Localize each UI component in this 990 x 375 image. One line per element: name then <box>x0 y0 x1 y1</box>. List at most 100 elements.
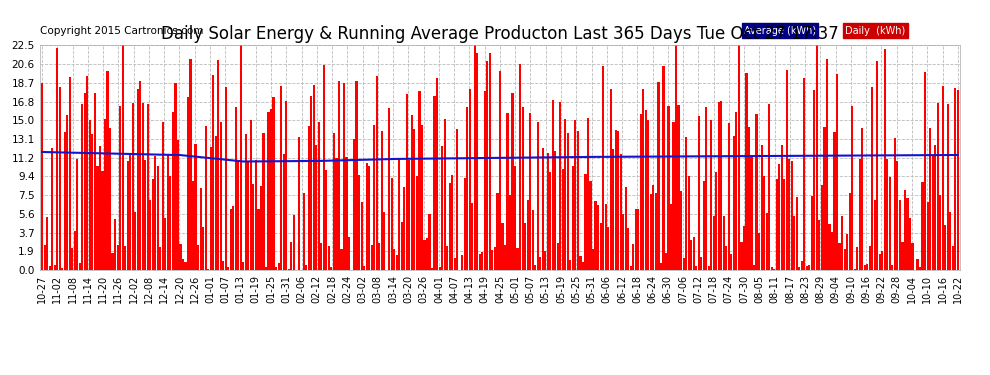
Bar <box>808 265 811 270</box>
Bar <box>577 131 579 270</box>
Bar <box>275 267 277 270</box>
Bar <box>347 237 350 270</box>
Bar <box>919 267 921 270</box>
Bar <box>657 82 659 270</box>
Text: Average (kWh): Average (kWh) <box>743 26 816 36</box>
Bar <box>901 242 904 270</box>
Bar <box>235 107 237 270</box>
Bar <box>212 75 214 270</box>
Bar <box>94 93 96 270</box>
Bar <box>537 122 539 270</box>
Bar <box>491 250 493 270</box>
Bar <box>654 193 657 270</box>
Bar <box>644 110 646 270</box>
Bar <box>403 187 406 270</box>
Bar <box>210 147 212 270</box>
Bar <box>889 177 891 270</box>
Bar <box>801 261 803 270</box>
Bar <box>104 118 106 270</box>
Bar <box>151 179 153 270</box>
Bar <box>946 104 948 270</box>
Bar <box>179 244 181 270</box>
Bar <box>321 243 323 270</box>
Bar <box>941 86 943 270</box>
Bar <box>227 267 230 270</box>
Bar <box>91 134 93 270</box>
Bar <box>378 243 380 270</box>
Bar <box>109 128 111 270</box>
Bar <box>463 178 466 270</box>
Bar <box>612 149 614 270</box>
Bar <box>79 263 81 270</box>
Bar <box>922 182 924 270</box>
Bar <box>554 151 556 270</box>
Bar <box>499 71 501 270</box>
Bar <box>826 59 828 270</box>
Bar <box>47 217 49 270</box>
Bar <box>257 209 259 270</box>
Bar <box>456 129 458 270</box>
Bar <box>272 97 274 270</box>
Bar <box>831 232 833 270</box>
Bar <box>615 130 617 270</box>
Bar <box>728 123 730 270</box>
Bar <box>414 129 416 270</box>
Bar <box>635 209 637 270</box>
Bar <box>225 87 227 270</box>
Bar <box>71 249 73 270</box>
Bar <box>836 75 839 270</box>
Bar <box>466 107 468 270</box>
Bar <box>509 195 511 270</box>
Bar <box>370 244 372 270</box>
Bar <box>763 176 765 270</box>
Bar <box>750 154 752 270</box>
Bar <box>843 249 845 270</box>
Bar <box>917 259 919 270</box>
Bar <box>41 82 44 270</box>
Bar <box>134 212 137 270</box>
Bar <box>167 154 169 270</box>
Bar <box>788 159 790 270</box>
Bar <box>841 216 843 270</box>
Bar <box>741 243 742 270</box>
Bar <box>677 105 679 270</box>
Bar <box>373 125 375 270</box>
Bar <box>819 220 821 270</box>
Bar <box>814 90 816 270</box>
Bar <box>647 120 649 270</box>
Bar <box>954 87 956 270</box>
Bar <box>572 165 574 270</box>
Bar <box>401 222 403 270</box>
Bar <box>277 263 279 270</box>
Bar <box>396 255 398 270</box>
Bar <box>365 162 367 270</box>
Bar <box>187 97 189 270</box>
Bar <box>336 158 338 270</box>
Bar <box>909 218 911 270</box>
Bar <box>587 118 589 270</box>
Bar <box>44 245 46 270</box>
Bar <box>569 260 571 270</box>
Bar <box>620 153 622 270</box>
Bar <box>816 45 818 270</box>
Bar <box>68 77 71 270</box>
Bar <box>753 265 755 270</box>
Bar <box>197 245 199 270</box>
Bar <box>680 191 682 270</box>
Bar <box>932 155 934 270</box>
Bar <box>89 120 91 270</box>
Bar <box>56 48 58 270</box>
Bar <box>856 246 858 270</box>
Bar <box>51 148 53 270</box>
Bar <box>308 126 310 270</box>
Bar <box>675 45 677 270</box>
Bar <box>821 185 823 270</box>
Bar <box>154 156 156 270</box>
Bar <box>127 162 129 270</box>
Bar <box>426 238 428 270</box>
Bar <box>406 94 408 270</box>
Bar <box>879 254 881 270</box>
Bar <box>718 102 720 270</box>
Bar <box>834 132 836 270</box>
Bar <box>290 242 292 270</box>
